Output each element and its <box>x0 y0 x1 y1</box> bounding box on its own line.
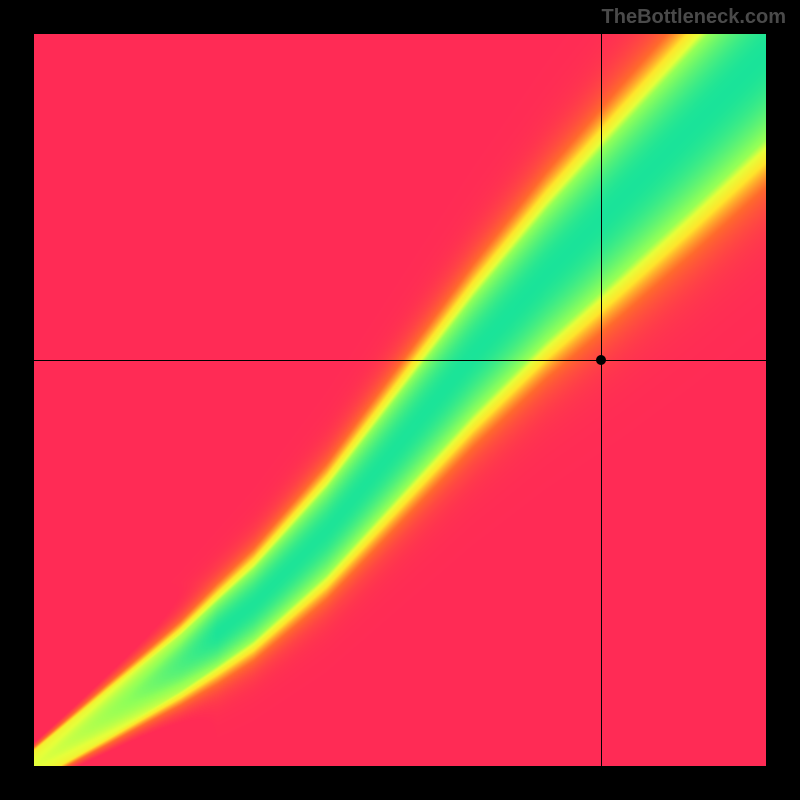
crosshair-marker <box>596 355 606 365</box>
heatmap-plot <box>34 34 766 766</box>
crosshair-horizontal <box>34 360 766 361</box>
crosshair-vertical <box>601 34 602 766</box>
heatmap-canvas <box>34 34 766 766</box>
watermark: TheBottleneck.com <box>602 6 786 29</box>
